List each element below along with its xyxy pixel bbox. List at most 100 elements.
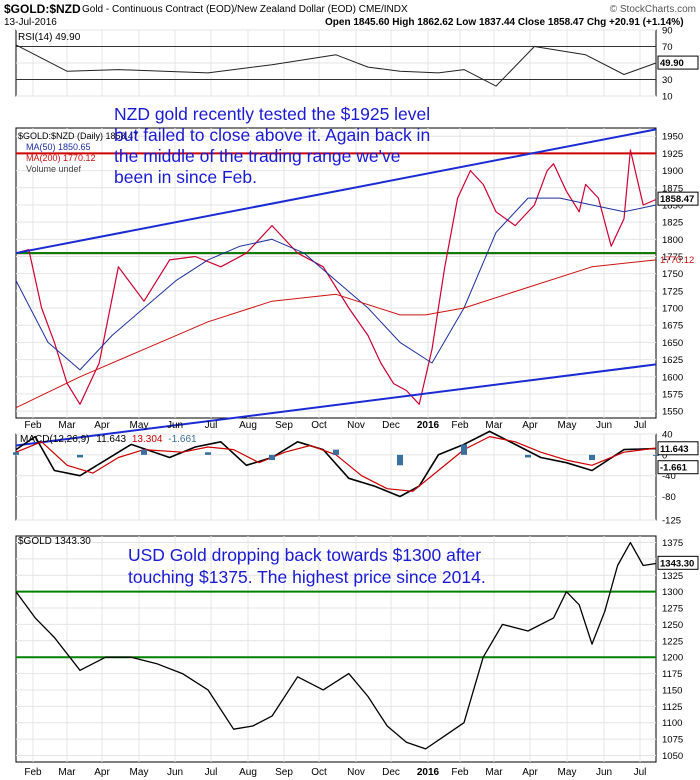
current-value-label: -1.661: [660, 463, 688, 474]
trend-line-upper: [15, 128, 657, 255]
y-tick-label: 1950: [662, 132, 683, 143]
x-tick-label: May: [130, 420, 149, 431]
x-tick-label: Nov: [347, 767, 365, 778]
y-tick-label: 1600: [662, 372, 683, 383]
current-value-box: [657, 555, 699, 570]
current-value-label: 1858.47: [660, 194, 694, 205]
macd-histogram-bar: [525, 454, 531, 458]
x-tick-label: Feb: [24, 420, 42, 431]
x-tick-label: Nov: [347, 420, 365, 431]
macd-histogram-bar: [397, 454, 403, 466]
y-tick-label: 1300: [662, 587, 683, 598]
macd-histogram-bar: [333, 449, 339, 455]
y-tick-label: 1775: [662, 252, 683, 263]
y-tick-label: 1225: [662, 636, 683, 647]
price-line: [15, 149, 657, 405]
x-tick-label: Sep: [275, 420, 293, 431]
y-tick-label: 1925: [662, 149, 683, 160]
y-tick-label: 1800: [662, 235, 683, 246]
rsi-line: [15, 44, 657, 87]
y-tick-label: 30: [662, 75, 673, 86]
y-tick-label: 90: [662, 26, 673, 37]
x-tick-label: Jun: [167, 767, 183, 778]
panel-frame-usd_gold: [15, 535, 657, 763]
y-tick-label: 1750: [662, 269, 683, 280]
y-tick-label: 0: [662, 450, 667, 461]
y-tick-label: 1075: [662, 735, 683, 746]
panel-frame-macd: [15, 433, 657, 521]
usd-annotation: USD Gold dropping back towards $1300 aft…: [128, 545, 486, 587]
y-tick-label: 1050: [662, 751, 683, 762]
x-tick-label: May: [130, 767, 149, 778]
macd-histogram-bar: [13, 452, 19, 455]
current-value-label: 49.90: [660, 58, 684, 69]
x-tick-label: Feb: [24, 767, 42, 778]
macd-legend-name: MACD(12,26,9): [20, 434, 89, 445]
panel-frame-price: [15, 127, 657, 419]
chart-date: 13-Jul-2016: [4, 17, 57, 28]
y-tick-label: 1200: [662, 653, 683, 664]
y-tick-label: 1900: [662, 166, 683, 177]
x-tick-label: Mar: [485, 420, 503, 431]
y-tick-label: 40: [662, 430, 673, 441]
y-tick-label: 1150: [662, 685, 682, 696]
x-tick-label: Apr: [94, 767, 110, 778]
x-tick-label: Feb: [451, 420, 469, 431]
x-tick-label: Mar: [485, 767, 503, 778]
macd-legend-signal: 13.304: [132, 434, 163, 445]
y-tick-label: 1825: [662, 218, 683, 229]
y-tick-label: 1250: [662, 620, 683, 631]
x-tick-label: Mar: [58, 420, 76, 431]
x-tick-label: 2016: [417, 767, 440, 778]
x-tick-label: Aug: [239, 420, 257, 431]
watermark: © StockCharts.com: [610, 4, 696, 15]
x-tick-label: Dec: [382, 767, 400, 778]
x-tick-label: Jul: [634, 420, 647, 431]
y-tick-label: 1275: [662, 604, 683, 615]
y-tick-label: -125: [662, 516, 681, 527]
current-value-label: 11.643: [660, 444, 689, 455]
x-tick-label: 2016: [417, 420, 440, 431]
y-tick-label: 1650: [662, 338, 683, 349]
y-tick-label: 1325: [662, 571, 683, 582]
nzd-annotation: NZD gold recently tested the $1925 level…: [114, 104, 431, 187]
y-tick-label: 1850: [662, 200, 683, 211]
y-tick-label: 1625: [662, 355, 683, 366]
price-legend-ma200: MA(200) 1770.12: [26, 153, 96, 163]
current-value-box: [657, 441, 699, 456]
current-value-label: 1343.30: [660, 558, 694, 569]
ma200-value-label: 1770.12: [660, 255, 694, 266]
y-tick-label: 1675: [662, 321, 683, 332]
y-tick-label: -40: [662, 471, 676, 482]
y-tick-label: 1175: [662, 669, 682, 680]
y-tick-label: 1725: [662, 286, 683, 297]
x-tick-label: Mar: [58, 767, 76, 778]
x-tick-label: Sep: [275, 767, 293, 778]
y-tick-label: 70: [662, 42, 673, 53]
current-value-box: [657, 55, 699, 70]
x-tick-label: Jul: [205, 767, 218, 778]
usd-gold-title: $GOLD 1343.30: [18, 536, 91, 547]
y-tick-label: 1700: [662, 304, 683, 315]
x-tick-label: Feb: [451, 767, 469, 778]
y-tick-label: 1100: [662, 718, 682, 729]
macd-histogram-bar: [77, 454, 83, 458]
ma200-line: [15, 259, 657, 409]
x-tick-label: Jul: [634, 767, 647, 778]
y-tick-label: 1875: [662, 183, 683, 194]
x-tick-label: Apr: [94, 420, 110, 431]
macd-histogram-bar: [589, 454, 595, 461]
current-value-box: [657, 460, 699, 475]
macd-histogram-bar: [269, 454, 275, 461]
y-tick-label: 1550: [662, 407, 683, 418]
macd-histogram-bar: [653, 454, 659, 456]
ma50-line: [15, 197, 657, 371]
chart-ohlc: Open 1845.60 High 1862.62 Low 1837.44 Cl…: [325, 17, 684, 28]
usd-gold-line: [15, 541, 657, 750]
macd-legend-macd: 11.643: [96, 434, 126, 445]
tick-labels: Feb Feb Mar Mar Apr Apr May May Jun Jun Jul Jul Aug A…: [24, 26, 699, 778]
macd-legend-hist: -1.661: [168, 434, 197, 445]
x-tick-label: Apr: [522, 420, 538, 431]
macd-histogram-bar: [141, 449, 147, 455]
x-tick-label: Aug: [239, 767, 257, 778]
